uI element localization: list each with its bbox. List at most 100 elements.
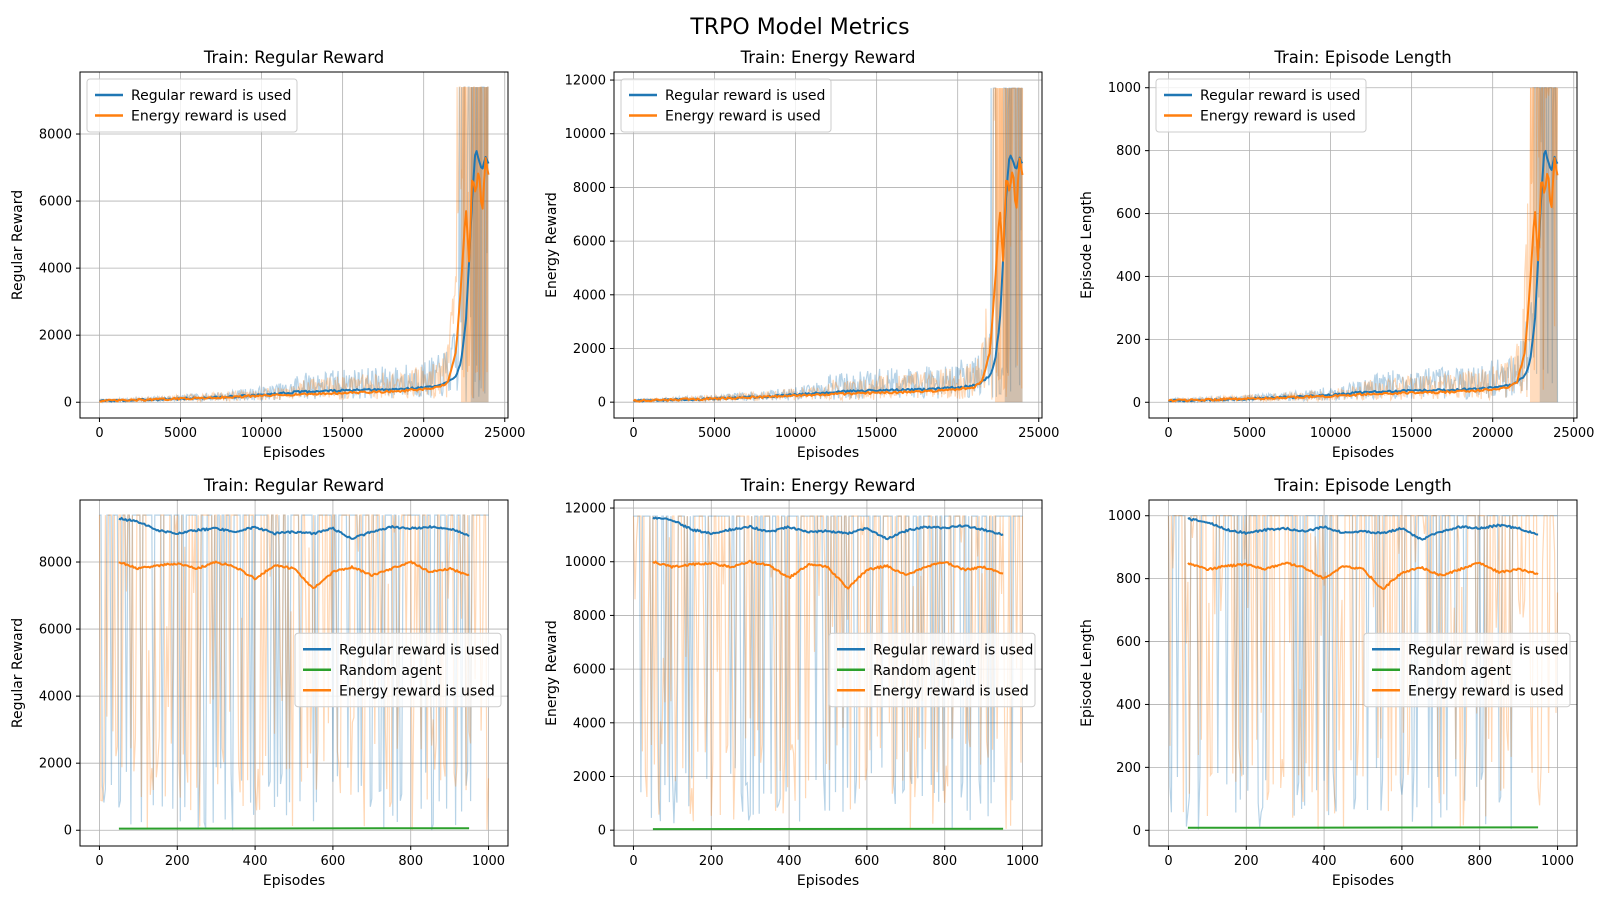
x-axis-label: Episodes [1332, 873, 1394, 889]
y-tick-label: 6000 [39, 623, 72, 638]
y-tick-label: 6000 [573, 663, 606, 678]
y-tick-label: 600 [1116, 635, 1141, 650]
x-tick-label: 25000 [484, 426, 525, 441]
x-axis-label: Episodes [263, 445, 325, 461]
x-tick-label: 200 [1234, 854, 1259, 869]
legend-label: Energy reward is used [665, 109, 821, 125]
x-tick-label: 0 [629, 426, 637, 441]
y-tick-label: 8000 [39, 556, 72, 571]
x-tick-label: 600 [1389, 854, 1414, 869]
y-axis-label: Regular Reward [10, 618, 26, 728]
legend-label: Regular reward is used [1200, 88, 1360, 104]
legend: Regular reward is used Random agent Energy… [829, 633, 1035, 707]
y-tick-label: 0 [598, 824, 606, 839]
legend-label: Random agent [873, 663, 976, 679]
x-tick-label: 25000 [1018, 426, 1059, 441]
y-tick-label: 1000 [1108, 81, 1141, 96]
y-tick-label: 0 [598, 396, 606, 411]
y-tick-label: 200 [1116, 761, 1141, 776]
x-tick-label: 0 [95, 426, 103, 441]
figure-title: TRPO Model Metrics [689, 15, 909, 40]
y-tick-label: 4000 [39, 262, 72, 277]
subplot-title: Train: Energy Reward [740, 476, 916, 495]
x-tick-label: 800 [932, 854, 957, 869]
x-tick-label: 10000 [775, 426, 816, 441]
y-tick-label: 800 [1116, 572, 1141, 587]
y-tick-label: 10000 [565, 555, 606, 570]
x-axis-label: Episodes [797, 445, 859, 461]
y-axis-label: Episode Length [1079, 619, 1095, 727]
y-tick-label: 12000 [565, 74, 606, 89]
y-tick-label: 12000 [565, 502, 606, 517]
x-tick-label: 200 [165, 854, 190, 869]
y-tick-label: 400 [1116, 698, 1141, 713]
x-tick-label: 15000 [1391, 426, 1432, 441]
x-tick-label: 20000 [403, 426, 444, 441]
x-tick-label: 20000 [937, 426, 978, 441]
x-tick-label: 800 [1467, 854, 1492, 869]
subplot-title: Train: Regular Reward [203, 48, 384, 67]
subplot-title: Train: Energy Reward [740, 48, 916, 67]
y-tick-label: 4000 [573, 716, 606, 731]
x-axis-label: Episodes [1332, 445, 1394, 461]
x-tick-label: 400 [243, 854, 268, 869]
x-tick-label: 0 [95, 854, 103, 869]
x-tick-label: 400 [1312, 854, 1337, 869]
y-tick-label: 8000 [573, 609, 606, 624]
y-tick-label: 2000 [39, 329, 72, 344]
x-axis-label: Episodes [797, 873, 859, 889]
x-tick-label: 0 [1164, 854, 1172, 869]
legend-label: Random agent [1408, 663, 1511, 679]
y-axis-label: Energy Reward [544, 192, 560, 298]
y-axis-label: Energy Reward [544, 620, 560, 726]
y-tick-label: 1000 [1108, 509, 1141, 524]
x-tick-label: 1000 [1006, 854, 1039, 869]
y-tick-label: 2000 [573, 770, 606, 785]
x-tick-label: 600 [854, 854, 879, 869]
legend-label: Regular reward is used [1408, 642, 1568, 658]
subplot-title: Train: Episode Length [1273, 48, 1451, 67]
x-tick-label: 15000 [856, 426, 897, 441]
x-tick-label: 0 [1164, 426, 1172, 441]
x-tick-label: 800 [398, 854, 423, 869]
x-tick-label: 600 [320, 854, 345, 869]
y-tick-label: 6000 [573, 235, 606, 250]
x-tick-label: 1000 [1541, 854, 1574, 869]
y-tick-label: 600 [1116, 207, 1141, 222]
x-tick-label: 5000 [1233, 426, 1266, 441]
x-tick-label: 400 [777, 854, 802, 869]
y-tick-label: 10000 [565, 127, 606, 142]
legend-label: Random agent [339, 663, 442, 679]
x-tick-label: 15000 [322, 426, 363, 441]
y-tick-label: 200 [1116, 333, 1141, 348]
y-tick-label: 8000 [39, 128, 72, 143]
legend-label: Regular reward is used [873, 642, 1033, 658]
legend: Regular reward is used Energy reward is u… [1156, 79, 1366, 132]
x-tick-label: 0 [629, 854, 637, 869]
legend-label: Energy reward is used [873, 683, 1029, 699]
x-tick-label: 10000 [1310, 426, 1351, 441]
x-tick-label: 10000 [241, 426, 282, 441]
legend-label: Energy reward is used [131, 109, 287, 125]
x-axis-label: Episodes [263, 873, 325, 889]
y-tick-label: 0 [64, 824, 72, 839]
x-tick-label: 1000 [472, 854, 505, 869]
legend-label: Energy reward is used [1200, 109, 1356, 125]
y-axis-label: Regular Reward [10, 190, 26, 300]
y-tick-label: 2000 [573, 342, 606, 357]
x-tick-label: 25000 [1553, 426, 1594, 441]
x-tick-label: 5000 [164, 426, 197, 441]
x-tick-label: 200 [699, 854, 724, 869]
y-tick-label: 0 [1133, 396, 1141, 411]
legend-label: Energy reward is used [339, 683, 495, 699]
y-tick-label: 800 [1116, 144, 1141, 159]
subplot-title: Train: Regular Reward [203, 476, 384, 495]
y-tick-label: 0 [64, 396, 72, 411]
y-tick-label: 2000 [39, 757, 72, 772]
x-tick-label: 5000 [698, 426, 731, 441]
